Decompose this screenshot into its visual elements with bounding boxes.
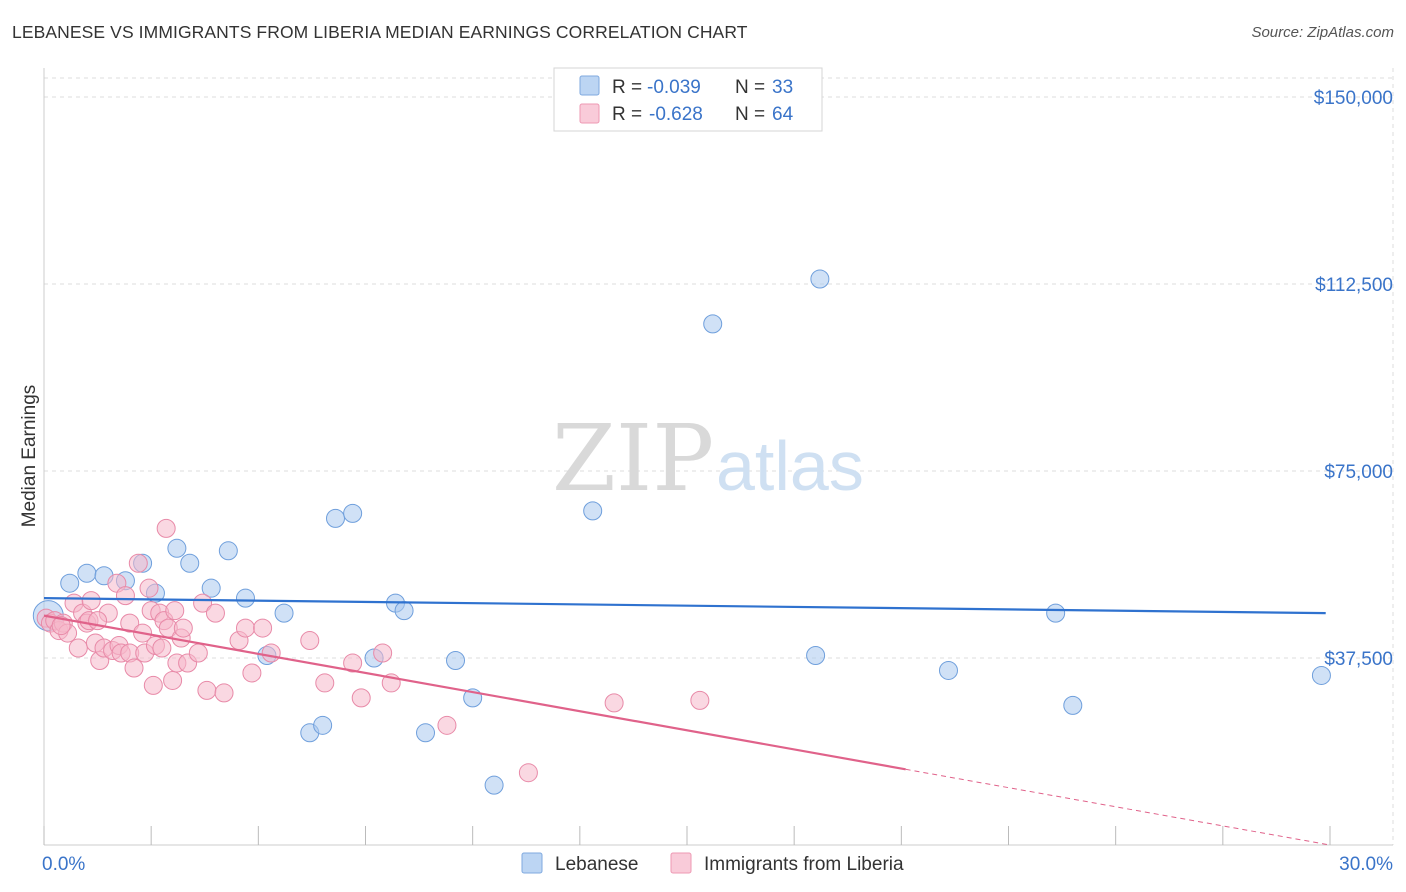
y-tick-label-1: $75,000 bbox=[1324, 462, 1393, 483]
watermark: ZIP atlas bbox=[552, 405, 864, 512]
point-liberia-23 bbox=[124, 658, 144, 678]
chart-title: LEBANESE VS IMMIGRANTS FROM LIBERIA MEDI… bbox=[12, 22, 748, 42]
y-axis-title: Median Earnings bbox=[19, 385, 40, 528]
point-liberia-24 bbox=[128, 553, 148, 573]
watermark-zip: ZIP bbox=[552, 405, 714, 512]
watermark-atlas: atlas bbox=[716, 427, 864, 505]
trend-line-liberia-extrapolated bbox=[905, 768, 1331, 846]
point-lebanese-10 bbox=[218, 541, 238, 561]
point-liberia-11 bbox=[81, 591, 101, 611]
y-tick-label-0: $37,500 bbox=[1324, 649, 1393, 670]
point-liberia-61 bbox=[690, 690, 710, 710]
legend-swatch-liberia bbox=[579, 103, 600, 124]
point-lebanese-26 bbox=[703, 314, 723, 334]
legend-n-value-2: 64 bbox=[772, 104, 794, 125]
point-liberia-53 bbox=[315, 673, 335, 693]
point-lebanese-20 bbox=[394, 601, 414, 621]
legend-r-value-2: -0.628 bbox=[649, 104, 703, 125]
point-liberia-56 bbox=[373, 643, 393, 663]
point-lebanese-8 bbox=[180, 553, 200, 573]
point-lebanese-30 bbox=[1046, 603, 1066, 623]
x-tick-label-max: 30.0% bbox=[1339, 854, 1393, 875]
point-lebanese-2 bbox=[77, 563, 97, 583]
point-lebanese-1 bbox=[60, 573, 80, 593]
trend-line-liberia bbox=[43, 614, 906, 771]
legend-top: R = -0.039 N = 33 R = -0.628 N = 64 bbox=[553, 67, 823, 132]
legend-bottom: Lebanese Immigrants from Liberia bbox=[521, 852, 904, 875]
point-lebanese-25 bbox=[583, 501, 603, 521]
point-liberia-48 bbox=[235, 618, 255, 638]
point-lebanese-9 bbox=[201, 578, 221, 598]
legend-n-label-1: N = bbox=[735, 77, 765, 98]
point-liberia-49 bbox=[242, 663, 262, 683]
point-liberia-21 bbox=[120, 613, 140, 633]
point-liberia-20 bbox=[115, 586, 135, 606]
point-liberia-29 bbox=[143, 675, 163, 695]
point-liberia-50 bbox=[253, 618, 273, 638]
point-liberia-32 bbox=[152, 638, 172, 658]
point-liberia-59 bbox=[518, 763, 538, 783]
legend-swatch-lebanese bbox=[579, 75, 600, 96]
legend-n-label-2: N = bbox=[735, 104, 765, 125]
trend-line-lebanese bbox=[43, 597, 1326, 615]
point-lebanese-24 bbox=[484, 775, 504, 795]
point-liberia-44 bbox=[197, 680, 217, 700]
legend-r-value-1: -0.039 bbox=[647, 77, 701, 98]
point-liberia-7 bbox=[68, 638, 88, 658]
point-liberia-51 bbox=[261, 643, 281, 663]
point-liberia-40 bbox=[173, 618, 193, 638]
data-points bbox=[32, 269, 1331, 795]
x-tick-label-min: 0.0% bbox=[42, 854, 85, 875]
point-liberia-58 bbox=[437, 715, 457, 735]
point-lebanese-31 bbox=[1063, 695, 1083, 715]
point-liberia-55 bbox=[351, 688, 371, 708]
y-tick-labels: $37,500 $75,000 $112,500 $150,000 bbox=[1314, 88, 1393, 670]
trend-lines bbox=[43, 597, 1331, 846]
point-lebanese-28 bbox=[810, 269, 830, 289]
point-liberia-27 bbox=[139, 578, 159, 598]
point-lebanese-27 bbox=[806, 646, 826, 666]
legend-r-label-2: R = bbox=[612, 104, 642, 125]
point-liberia-46 bbox=[214, 683, 234, 703]
source-label: Source: ZipAtlas.com bbox=[1251, 24, 1394, 41]
point-lebanese-22 bbox=[446, 650, 466, 670]
point-liberia-43 bbox=[193, 593, 213, 613]
legend-r-label-1: R = bbox=[612, 77, 642, 98]
legend-bottom-label-liberia: Immigrants from Liberia bbox=[704, 854, 904, 875]
point-liberia-54 bbox=[343, 653, 363, 673]
point-liberia-52 bbox=[300, 631, 320, 651]
point-lebanese-16 bbox=[325, 508, 345, 528]
legend-n-value-1: 33 bbox=[772, 77, 793, 98]
point-lebanese-15 bbox=[313, 715, 333, 735]
y-tick-label-3: $150,000 bbox=[1314, 88, 1393, 109]
legend-bottom-swatch-liberia bbox=[670, 852, 692, 874]
x-ticks bbox=[43, 826, 1331, 845]
point-lebanese-11 bbox=[235, 588, 255, 608]
point-lebanese-17 bbox=[343, 503, 363, 523]
point-liberia-34 bbox=[156, 518, 176, 538]
point-liberia-37 bbox=[165, 601, 185, 621]
point-lebanese-13 bbox=[274, 603, 294, 623]
point-lebanese-29 bbox=[938, 660, 958, 680]
point-lebanese-21 bbox=[416, 723, 436, 743]
point-liberia-45 bbox=[205, 603, 225, 623]
point-liberia-62 bbox=[51, 616, 71, 636]
axes bbox=[43, 68, 1393, 846]
point-liberia-42 bbox=[188, 643, 208, 663]
y-tick-label-2: $112,500 bbox=[1315, 275, 1393, 296]
legend-bottom-swatch-lebanese bbox=[521, 852, 543, 874]
legend-bottom-label-lebanese: Lebanese bbox=[555, 854, 638, 875]
point-liberia-60 bbox=[604, 693, 624, 713]
point-lebanese-32 bbox=[1311, 665, 1331, 685]
point-lebanese-7 bbox=[167, 538, 187, 558]
point-liberia-36 bbox=[163, 670, 183, 690]
